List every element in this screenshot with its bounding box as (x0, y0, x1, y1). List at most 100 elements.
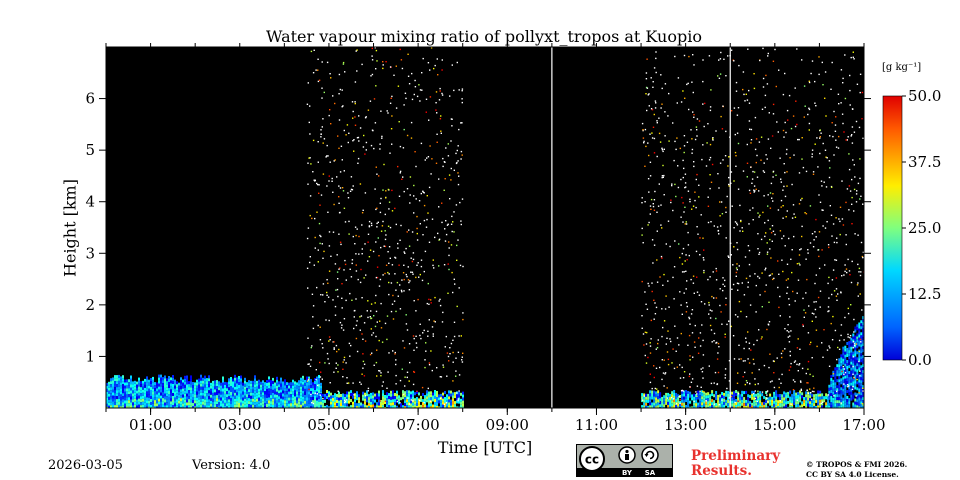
noise-speckle (738, 265, 740, 267)
noise-speckle (798, 254, 801, 256)
heatmap-cell (850, 388, 853, 392)
noise-speckle (735, 90, 738, 92)
noise-speckle (694, 191, 696, 193)
heatmap-cell (842, 385, 845, 389)
heatmap-cell (840, 396, 843, 400)
heatmap-cell (318, 399, 320, 402)
heatmap-cell (108, 387, 110, 391)
noise-speckle (649, 205, 652, 207)
noise-speckle (687, 231, 689, 234)
noise-speckle (807, 113, 809, 116)
noise-speckle (666, 337, 668, 339)
heatmap-cell (210, 400, 212, 404)
noise-speckle (339, 88, 341, 91)
heatmap-cell (244, 401, 246, 405)
heatmap-cell (212, 392, 214, 396)
noise-speckle (308, 388, 310, 391)
noise-speckle (654, 100, 657, 102)
noise-speckle (399, 145, 402, 148)
noise-speckle (367, 109, 370, 111)
heatmap-cell (272, 380, 274, 384)
heatmap-cell (799, 396, 802, 400)
heatmap-cell (164, 402, 166, 406)
heatmap-cell (671, 403, 674, 407)
heatmap-cell (673, 399, 676, 402)
cc-by-sa-badge[interactable]: cc BY SA (576, 444, 673, 477)
heatmap-cell (174, 391, 176, 395)
noise-speckle (852, 341, 855, 343)
noise-speckle (661, 147, 663, 149)
heatmap-cell (172, 399, 174, 402)
heatmap-cell (825, 393, 828, 397)
heatmap-cell (852, 393, 855, 397)
noise-speckle (757, 383, 759, 385)
heatmap-cell (324, 393, 326, 397)
heatmap-cell (454, 392, 456, 396)
noise-speckle (740, 220, 742, 223)
noise-speckle (758, 141, 761, 143)
heatmap-cell (206, 399, 208, 403)
heatmap-cell (348, 400, 350, 404)
noise-speckle (398, 121, 400, 123)
heatmap-cell (138, 401, 140, 405)
heatmap-cell (823, 399, 826, 403)
noise-speckle (371, 224, 373, 227)
heatmap-cell (282, 381, 284, 385)
noise-speckle (822, 84, 824, 86)
noise-speckle (722, 289, 724, 292)
heatmap-cell (424, 395, 426, 399)
heatmap-cell (118, 383, 120, 387)
heatmap-cell (240, 405, 242, 408)
noise-speckle (655, 367, 658, 369)
heatmap-cell (838, 400, 841, 404)
noise-speckle (858, 392, 860, 394)
heatmap-cell (194, 388, 196, 392)
heatmap-cell (683, 396, 686, 400)
noise-speckle (815, 274, 817, 276)
noise-speckle (786, 109, 789, 112)
heatmap-cell (452, 404, 454, 408)
heatmap-cell (224, 393, 226, 397)
heatmap-cell (188, 387, 190, 391)
noise-speckle (702, 367, 704, 369)
heatmap-cell (238, 406, 240, 408)
noise-speckle (350, 176, 353, 178)
noise-speckle (662, 326, 664, 329)
colorbar-tick-label: 50.0 (908, 87, 941, 105)
heatmap-cell (830, 405, 833, 408)
noise-speckle (408, 229, 410, 231)
noise-speckle (860, 341, 862, 343)
noise-speckle (683, 135, 686, 137)
noise-speckle (356, 350, 359, 353)
noise-speckle (644, 165, 646, 167)
heatmap-cell (318, 384, 320, 387)
heatmap-cell (234, 380, 236, 384)
noise-speckle (439, 298, 441, 301)
heatmap-cell (152, 400, 154, 404)
noise-speckle (708, 313, 710, 315)
heatmap-cell (224, 399, 226, 403)
noise-speckle (767, 194, 769, 196)
noise-speckle (360, 315, 363, 317)
heatmap-cell (856, 351, 859, 355)
heatmap-cell (422, 402, 424, 406)
noise-speckle (832, 135, 834, 138)
heatmap-cell (769, 402, 772, 406)
heatmap-cell (184, 390, 186, 394)
noise-speckle (378, 339, 380, 342)
noise-speckle (789, 316, 791, 318)
heatmap-cell (783, 397, 786, 401)
heatmap-cell (651, 402, 654, 406)
heatmap-cell (268, 379, 270, 383)
heatmap-cell (827, 403, 830, 407)
heatmap-cell (276, 376, 278, 380)
heatmap-cell (848, 401, 851, 405)
heatmap-cell (657, 405, 660, 408)
noise-speckle (428, 364, 431, 366)
noise-speckle (348, 233, 350, 235)
heatmap-cell (844, 402, 847, 406)
heatmap-cell (382, 399, 384, 403)
heatmap-cell (140, 405, 142, 408)
noise-speckle (662, 176, 664, 178)
heatmap-cell (645, 405, 648, 408)
